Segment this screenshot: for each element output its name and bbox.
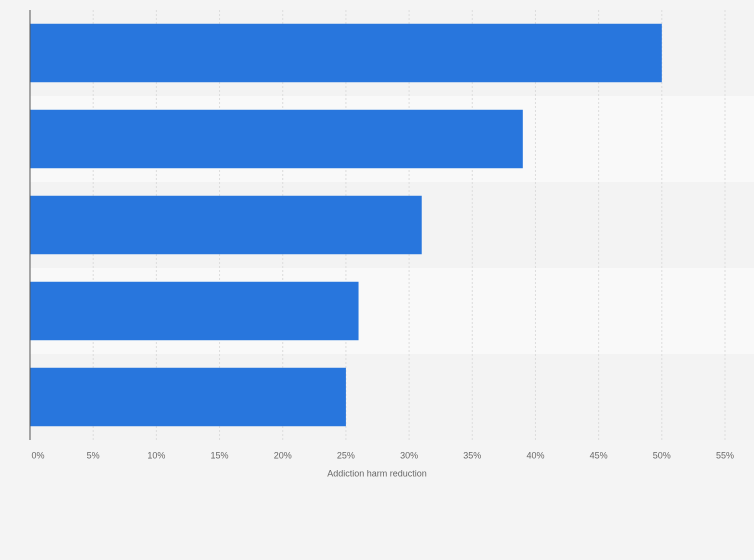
bar	[30, 367, 346, 427]
bar	[30, 23, 662, 83]
x-tick-label: 15%	[211, 450, 229, 460]
x-tick-label: 55%	[716, 450, 734, 460]
bar	[30, 109, 523, 169]
x-tick-label: 50%	[653, 450, 671, 460]
bar	[30, 195, 422, 255]
x-tick-label: 20%	[274, 450, 292, 460]
x-tick-label: 25%	[337, 450, 355, 460]
x-tick-label: 5%	[87, 450, 100, 460]
x-tick-label: 30%	[400, 450, 418, 460]
bar	[30, 281, 359, 341]
x-tick-label: 45%	[590, 450, 608, 460]
x-tick-label: 0%	[31, 450, 44, 460]
x-tick-label: 10%	[147, 450, 165, 460]
x-tick-label: 35%	[463, 450, 481, 460]
x-axis-title: Addiction harm reduction	[327, 468, 427, 478]
x-tick-label: 40%	[526, 450, 544, 460]
